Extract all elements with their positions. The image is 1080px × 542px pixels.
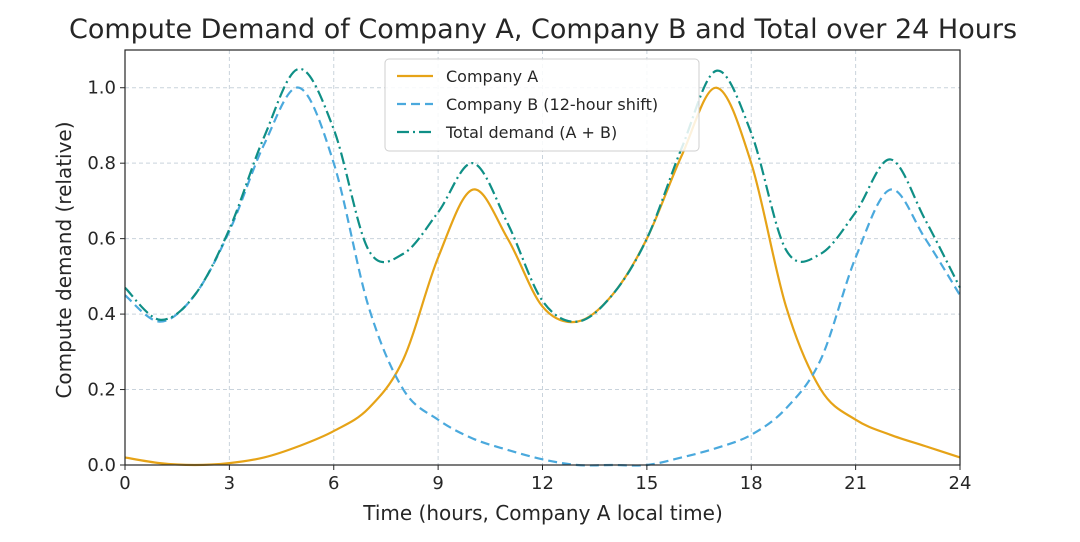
x-tick-label: 9 [432, 473, 443, 494]
series-layer [124, 67, 961, 467]
axis-ticks: 0 3 6 9 12 15 18 21 24 0.0 0.2 0.4 0.6 0.8 1.0 [87, 78, 971, 494]
x-tick-label: 12 [531, 473, 554, 494]
legend-label-total-demand-a-b: Total demand (A + B) [445, 123, 617, 142]
x-tick-label: 18 [740, 473, 763, 494]
x-axis-label: Time (hours, Company A local time) [362, 501, 723, 525]
x-tick-label: 21 [844, 473, 867, 494]
legend: Company A Company B (12-hour shift) Total … [384, 58, 700, 152]
series-line-total-demand-a-b [124, 67, 961, 323]
chart-title: Compute Demand of Company A, Company B a… [69, 14, 1017, 45]
y-tick-label: 1.0 [87, 78, 116, 99]
series-line-company-b-12-hour-shift [124, 86, 961, 467]
legend-box [384, 58, 700, 152]
legend-label-company-b-12-hour-shift: Company B (12-hour shift) [446, 95, 658, 114]
x-tick-label: 3 [224, 473, 235, 494]
y-axis-label: Compute demand (relative) [52, 121, 76, 398]
x-tick-label: 6 [328, 473, 339, 494]
x-tick-label: 24 [949, 473, 972, 494]
y-tick-label: 0.0 [87, 455, 116, 476]
y-tick-label: 0.6 [87, 229, 116, 250]
y-tick-label: 0.8 [87, 153, 116, 174]
x-tick-label: 0 [119, 473, 130, 494]
x-tick-label: 15 [635, 473, 658, 494]
y-tick-label: 0.2 [87, 380, 116, 401]
legend-label-company-a: Company A [446, 67, 538, 86]
y-tick-label: 0.4 [87, 304, 116, 325]
